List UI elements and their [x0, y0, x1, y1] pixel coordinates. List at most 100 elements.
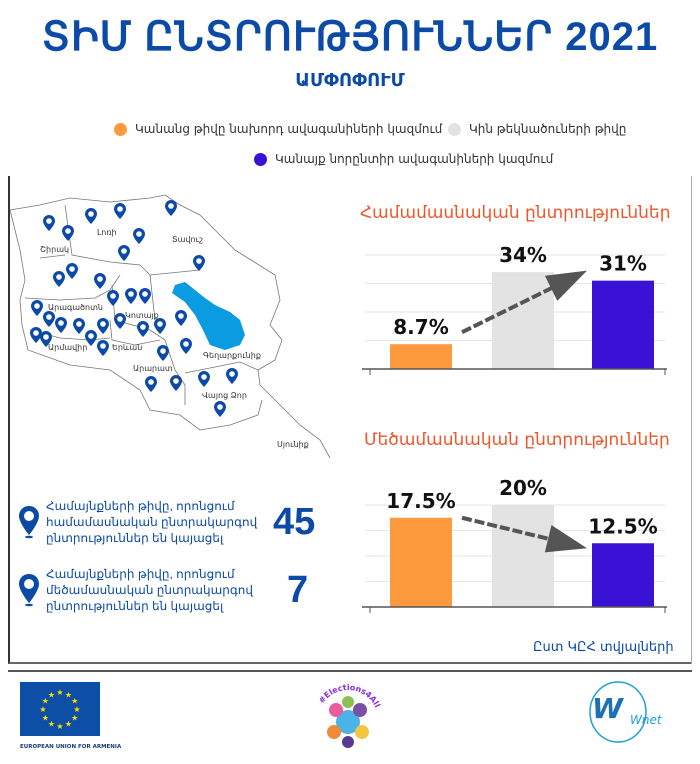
map-pin-icon: [19, 574, 39, 607]
legend-label: Կանայք նորընտիր ավագանիների կազմում: [275, 152, 554, 166]
region-label: Լոռի: [97, 228, 117, 237]
bar: [492, 272, 554, 369]
map-pin-icon: [30, 327, 42, 343]
bar-value-label: 31%: [599, 252, 647, 276]
svg-text:W: W: [592, 692, 624, 725]
map-pin-icon: [31, 300, 43, 316]
region-label: Կոտայք: [125, 311, 159, 320]
bar: [592, 543, 654, 607]
page-title: ՏԻՄ ԸՆՏՐՈՒԹՅՈՒՆՆԵՐ 2021: [41, 15, 659, 59]
map-pin-icon: [139, 288, 151, 304]
map-pin-icon: [40, 331, 52, 347]
map-pin-icon: [198, 371, 210, 387]
eu-star-icon: ★: [48, 690, 55, 699]
bar: [390, 344, 452, 369]
stat-label: Համայնքների թիվը, որոնցում համամասնական …: [46, 499, 258, 545]
legend-label: Կանանց թիվը նախորդ ավագանիների կազմում: [135, 122, 443, 136]
region-label: Սյունիք: [277, 440, 309, 449]
legend-label: Կին թեկնածուների թիվը: [469, 122, 627, 136]
bar: [390, 517, 452, 607]
map-pin-icon: [114, 313, 126, 329]
map-pin-icon: [19, 506, 39, 539]
map-pin-icon: [125, 288, 137, 304]
map-pin-icon: [175, 310, 187, 326]
footer-divider: [8, 670, 692, 672]
region-label: Տավուշ: [172, 235, 203, 244]
map-pin-icon: [145, 376, 157, 392]
map-pin-icon: [43, 311, 55, 327]
map-pin-icon: [66, 263, 78, 279]
wnet-logo: W Wnet: [584, 680, 684, 748]
map-pin-icon: [226, 368, 238, 384]
bar-chart-majoritarian: 17.5% 20% 12.5%: [362, 476, 667, 613]
legend-item-elected: Կանայք նորընտիր ավագանիների կազմում: [254, 152, 553, 166]
armenia-map: Շիրակ Լոռի Տավուշ Արագածոտն Կոտայք Արմավ…: [9, 194, 331, 459]
legend-item-previous: Կանանց թիվը նախորդ ավագանիների կազմում: [114, 122, 442, 136]
bar-value-label: 20%: [499, 476, 547, 500]
eu-star-icon: ★: [39, 705, 46, 714]
map-pin-icon: [53, 271, 65, 287]
stat-proportional: Համայնքների թիվը, որոնցում համամասնական …: [18, 498, 315, 546]
eu-star-icon: ★: [56, 688, 63, 697]
eu-star-icon: ★: [71, 697, 78, 706]
stat-value: 45: [273, 500, 316, 543]
map-pin-icon: [214, 401, 226, 417]
map-pin-icon: [133, 228, 145, 244]
region-label: Երևան: [112, 343, 142, 352]
stat-label: Համայնքների թիվը, որոնցում մեծամասնական …: [46, 567, 253, 613]
map-pin-icon: [43, 215, 55, 231]
eu-star-icon: ★: [65, 720, 72, 729]
trend-arrow-icon: [461, 515, 587, 553]
chart-title-proportional: Համամասնական ընտրություններ: [360, 203, 671, 223]
eu-star-icon: ★: [65, 690, 72, 699]
region-label: Գեղարքունիք: [203, 351, 261, 360]
bar-value-label: 8.7%: [393, 315, 448, 339]
region-label: Արագածոտն: [48, 303, 103, 312]
map-pin-icon: [73, 318, 85, 334]
region-label: Վայոց Ձոր: [202, 391, 247, 400]
map-pin-icon: [170, 375, 182, 391]
elections4all-logo: #Elections4All: [308, 680, 388, 764]
map-pin-icon: [85, 330, 97, 346]
bar-value-label: 34%: [499, 243, 547, 267]
source-note: Ըստ ԿԸՀ տվյալների: [533, 640, 674, 655]
purple-dot-icon: [254, 152, 267, 166]
map-pin-icon: [118, 245, 130, 261]
eu-star-icon: ★: [42, 714, 49, 723]
frame-right-border: [691, 176, 692, 664]
stat-value: 7: [287, 568, 309, 611]
map-pin-icon: [193, 255, 205, 271]
region-label: Շիրակ: [40, 245, 69, 254]
map-pin-icon: [154, 318, 166, 334]
map-pin-icon: [94, 273, 106, 289]
map-pin-icon: [180, 338, 192, 354]
bar-chart-proportional: 8.7% 34% 31%: [362, 243, 667, 375]
map-pin-icon: [114, 203, 126, 219]
map-pin-icon: [85, 208, 97, 224]
eu-logo-text: EUROPEAN UNION FOR ARMENIA: [20, 744, 122, 750]
eu-logo: ★ ★ ★ ★ ★ ★ ★ ★ ★ ★ ★ ★ EUROPEAN UNION FOR ARMENIA: [20, 682, 121, 750]
map-pin-icon: [62, 225, 74, 241]
lake-sevan: [172, 282, 245, 350]
bar-value-label: 17.5%: [386, 489, 455, 513]
map-pin-icon: [165, 200, 177, 216]
legend-item-candidates: Կին թեկնածուների թիվը: [448, 122, 626, 136]
map-pin-icon: [107, 290, 119, 306]
gray-dot-icon: [448, 122, 461, 136]
bar-value-label: 12.5%: [588, 514, 657, 538]
map-pin-icon: [97, 318, 109, 334]
trend-arrow-icon: [461, 270, 587, 334]
orange-dot-icon: [114, 122, 127, 136]
stat-majoritarian: Համայնքների թիվը, որոնցում մեծամասնական …: [18, 566, 308, 614]
region-label: Արմավիր: [48, 343, 87, 352]
eu-star-icon: ★: [73, 705, 80, 714]
bar: [592, 280, 654, 369]
eu-star-icon: ★: [56, 722, 63, 731]
bar: [492, 505, 554, 607]
map-pin-icon: [137, 321, 149, 337]
content-frame: [8, 176, 692, 664]
map-pin-icon: [97, 340, 109, 356]
eu-star-icon: ★: [48, 720, 55, 729]
eu-star-icon: ★: [71, 714, 78, 723]
map-pin-icon: [55, 317, 67, 333]
